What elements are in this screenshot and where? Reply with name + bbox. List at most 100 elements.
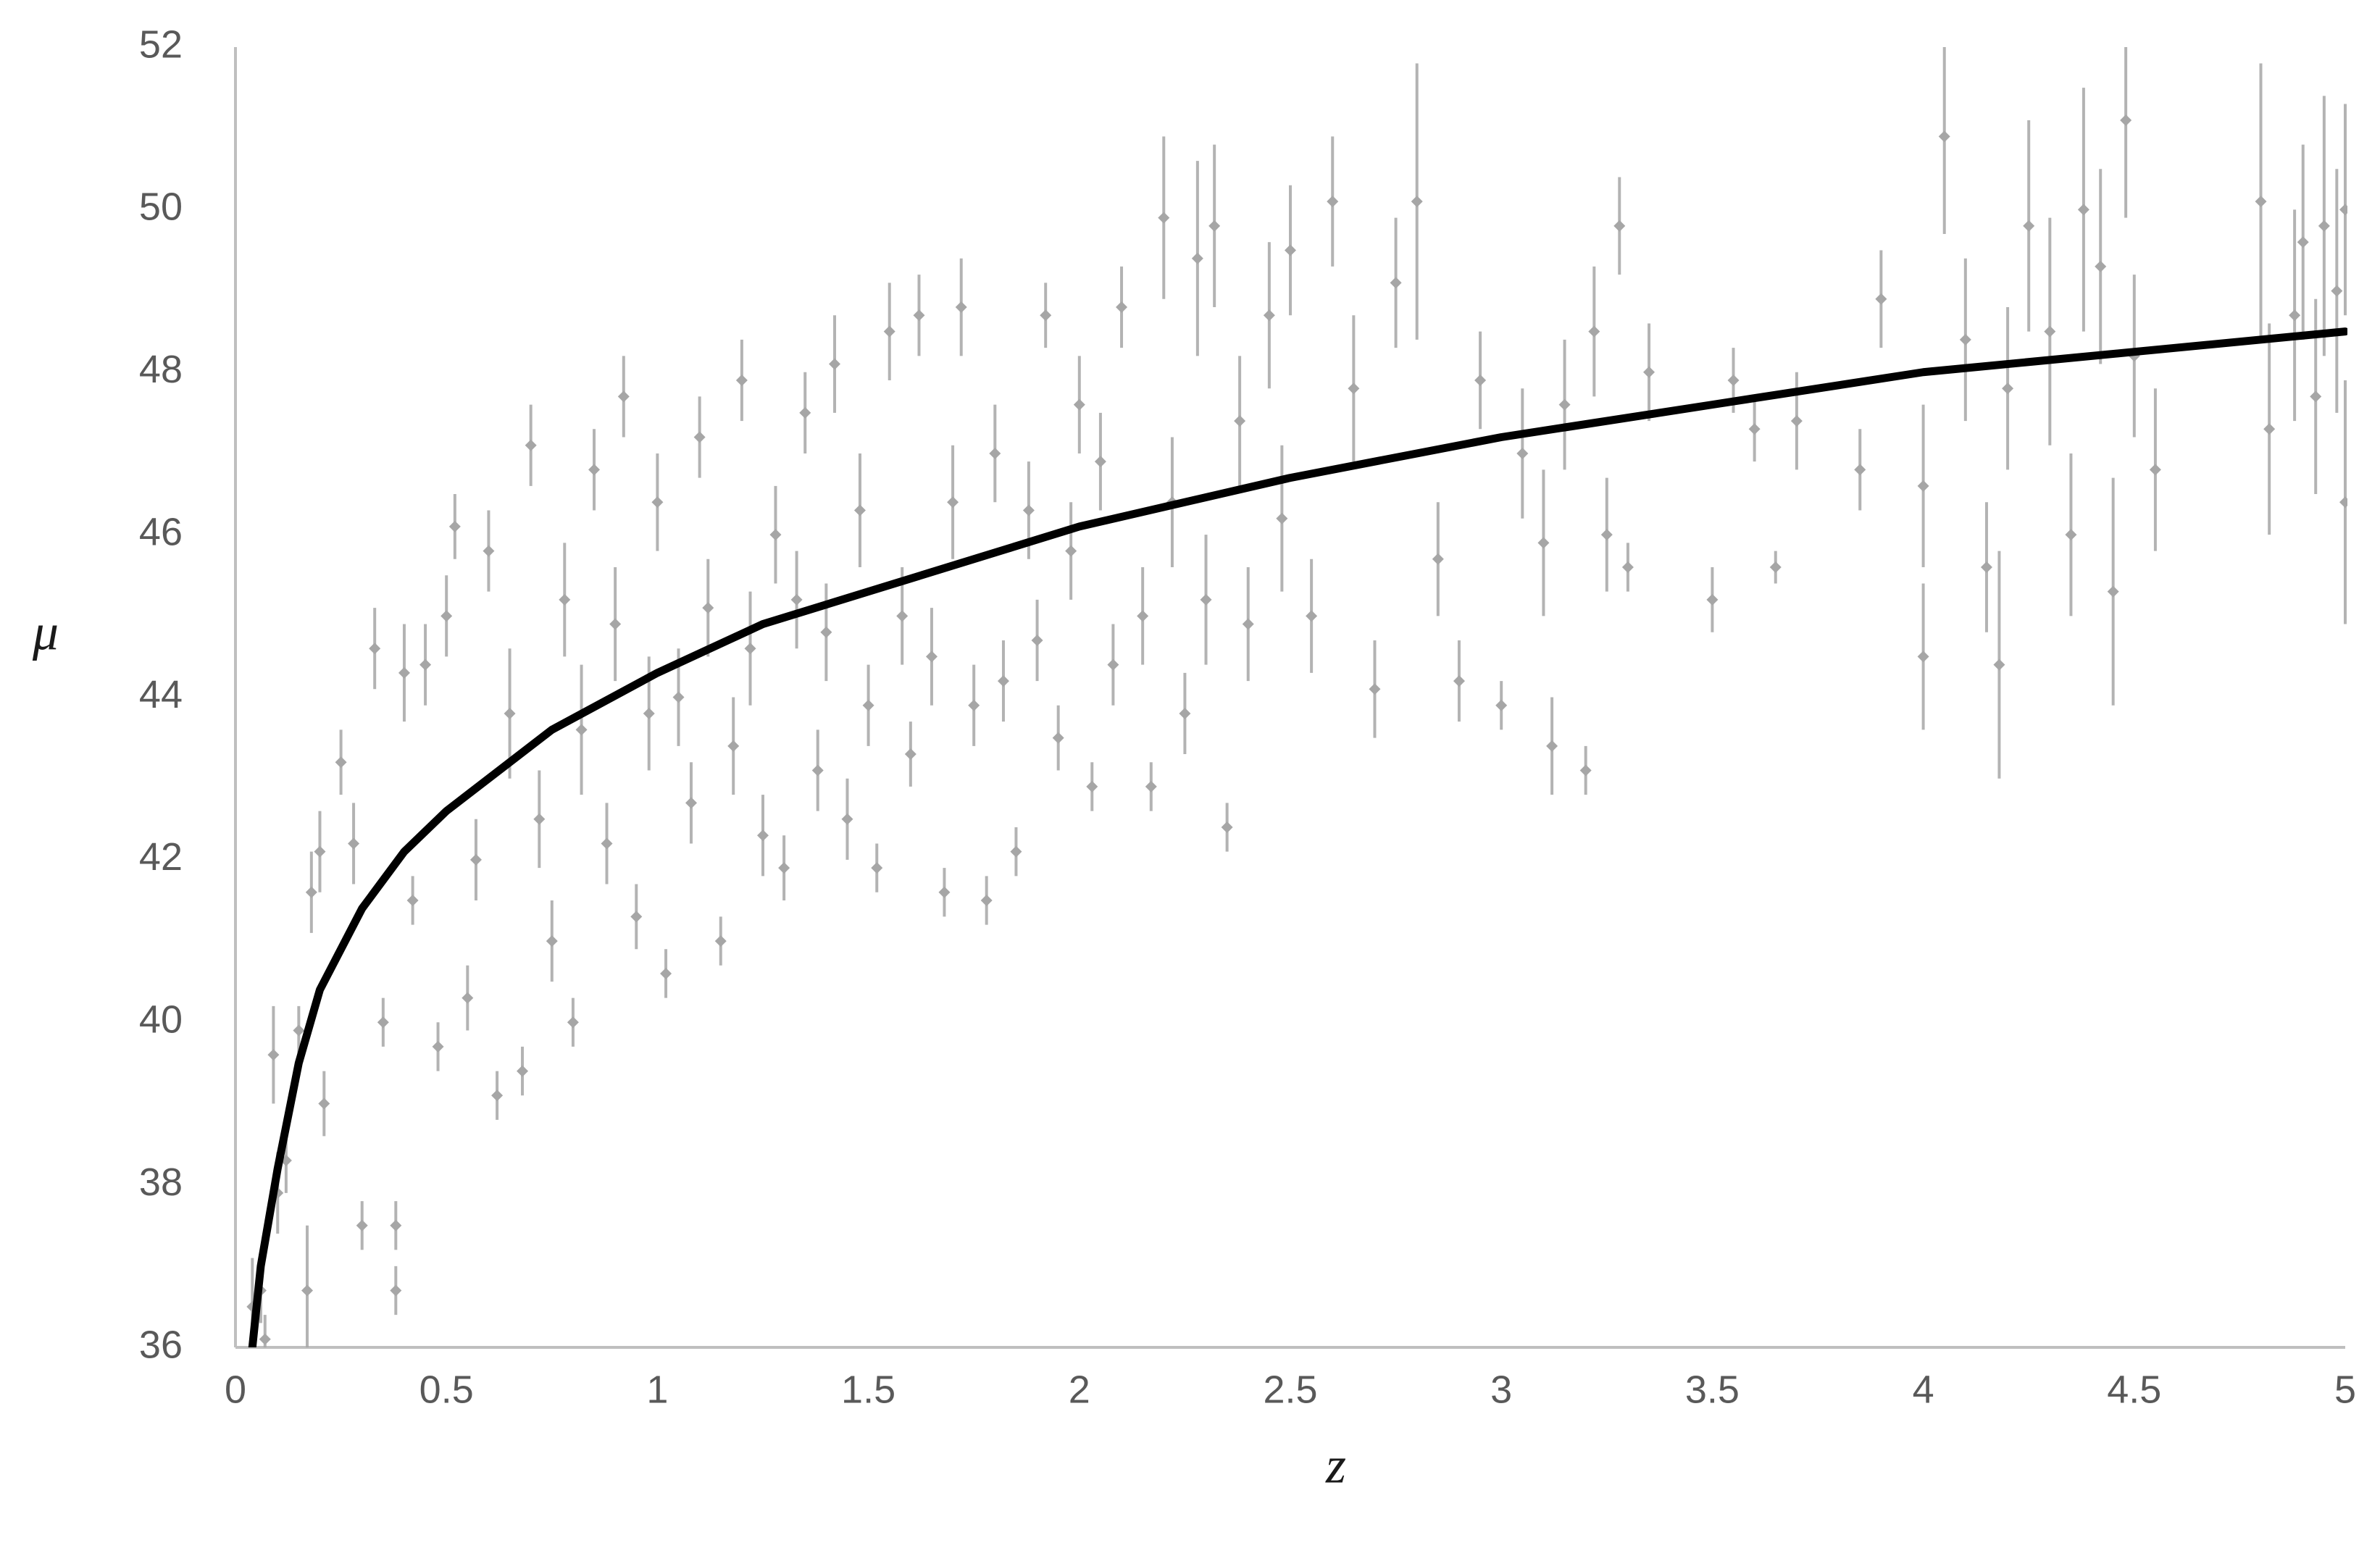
data-point (811, 764, 824, 777)
data-point (390, 1284, 402, 1297)
data-point (2044, 325, 2056, 338)
data-point (1137, 610, 1149, 622)
data-point (1052, 732, 1064, 744)
data-point (2023, 219, 2035, 232)
model-line (248, 327, 2347, 1347)
y-tick-label: 38 (139, 1160, 183, 1204)
data-point (778, 862, 790, 874)
data-point (1854, 464, 1866, 476)
data-point (790, 593, 803, 606)
y-tick-label: 44 (139, 673, 183, 716)
x-tick-label: 3 (1490, 1368, 1512, 1411)
x-tick-label: 4.5 (2107, 1368, 2161, 1411)
data-point (369, 643, 381, 655)
data-point (841, 813, 853, 825)
data-point (1022, 504, 1035, 516)
data-point (913, 309, 925, 322)
data-point (727, 740, 740, 752)
data-point (1748, 423, 1761, 435)
x-tick-label: 2.5 (1263, 1368, 1317, 1411)
x-tick-label: 1.5 (841, 1368, 895, 1411)
y-tick-label: 40 (139, 998, 183, 1042)
data-point (1558, 398, 1571, 411)
data-point (735, 374, 748, 386)
data-point (853, 504, 866, 516)
data-point (643, 707, 655, 719)
data-point (1993, 658, 2005, 671)
data-point (672, 691, 685, 703)
data-point (829, 358, 841, 370)
x-tick-label: 0.5 (419, 1368, 474, 1411)
data-point (1094, 456, 1106, 468)
data-point (2339, 204, 2347, 216)
x-tick-label: 5 (2334, 1368, 2356, 1411)
data-point (896, 610, 909, 622)
data-point (871, 862, 883, 874)
data-point (989, 447, 1001, 459)
x-tick-label: 1 (646, 1368, 668, 1411)
data-point (1938, 130, 1950, 143)
data-point (2065, 529, 2077, 541)
data-point (2297, 236, 2309, 248)
data-point (651, 496, 664, 509)
data-point (2289, 309, 2301, 322)
data-point (1285, 244, 1296, 256)
data-point (406, 894, 419, 906)
data-point (2120, 114, 2132, 126)
data-point (2002, 382, 2014, 395)
data-point (546, 935, 558, 948)
data-point (314, 845, 326, 858)
data-point (440, 610, 453, 622)
data-point (702, 602, 714, 614)
data-point (1769, 561, 1782, 573)
y-tick-label: 50 (139, 185, 183, 229)
y-tick-label: 48 (139, 348, 183, 391)
data-point (259, 1333, 271, 1345)
data-point (2339, 496, 2347, 509)
data-point (1200, 593, 1212, 606)
data-point (1263, 309, 1275, 322)
data-point (1221, 821, 1233, 833)
data-point (947, 496, 959, 509)
data-point (2263, 423, 2276, 435)
x-tick-label: 3.5 (1685, 1368, 1740, 1411)
data-point (1145, 780, 1157, 792)
data-point (1242, 618, 1254, 630)
data-point (377, 1016, 389, 1029)
data-point (609, 618, 622, 630)
data-point (469, 853, 482, 866)
data-point (685, 797, 697, 809)
data-point (1208, 219, 1221, 232)
data-point (398, 666, 410, 679)
data-point (1790, 415, 1803, 427)
y-axis-title: μ (32, 603, 59, 661)
data-point (1727, 374, 1740, 386)
x-axis-title: z (1325, 1436, 1346, 1494)
data-point (1600, 529, 1613, 541)
data-point (491, 1089, 504, 1102)
data-point (448, 520, 461, 532)
data-point (1453, 675, 1465, 687)
data-point (1621, 561, 1634, 573)
data-point (462, 992, 474, 1004)
data-point (575, 724, 588, 736)
data-point (980, 894, 993, 906)
data-point (1643, 366, 1655, 378)
data-point (601, 837, 613, 850)
y-tick-label: 42 (139, 835, 183, 879)
data-point (693, 431, 706, 443)
data-point (1917, 651, 1929, 663)
data-point (525, 439, 537, 451)
data-point (567, 1016, 579, 1029)
data-point (2077, 204, 2089, 216)
data-point (1537, 537, 1550, 549)
x-tick-label: 4 (1913, 1368, 1934, 1411)
data-point (432, 1040, 444, 1053)
data-point (883, 325, 895, 338)
x-tick-label: 0 (225, 1368, 246, 1411)
data-point (2331, 285, 2343, 297)
data-point (1390, 277, 1402, 289)
data-point (757, 829, 769, 842)
